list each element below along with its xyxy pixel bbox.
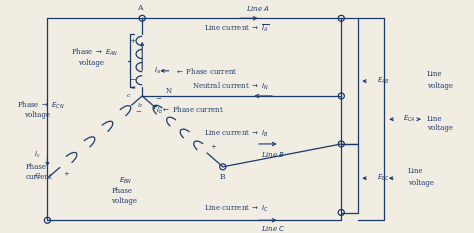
Text: N: N xyxy=(165,87,171,95)
Text: Line: Line xyxy=(427,70,442,78)
Text: $\leftarrow$ Phase current: $\leftarrow$ Phase current xyxy=(175,66,238,76)
Text: voltage: voltage xyxy=(427,82,453,90)
Text: +: + xyxy=(210,143,216,151)
Text: −: − xyxy=(129,76,136,84)
Text: −: − xyxy=(155,95,161,103)
Text: voltage: voltage xyxy=(111,197,137,205)
Text: Line: Line xyxy=(408,167,423,175)
Text: voltage: voltage xyxy=(24,111,50,119)
Text: a: a xyxy=(132,85,136,90)
Text: Line: Line xyxy=(427,115,442,123)
Text: c: c xyxy=(127,93,131,98)
Text: A: A xyxy=(137,4,143,12)
Text: $I_a$: $I_a$ xyxy=(154,66,161,76)
Text: B: B xyxy=(220,173,226,181)
Text: Phase $\rightarrow$ $E_{CN}$: Phase $\rightarrow$ $E_{CN}$ xyxy=(17,99,64,111)
Text: Phase: Phase xyxy=(26,163,47,171)
Text: Phase $\rightarrow$ $E_{AN}$: Phase $\rightarrow$ $E_{AN}$ xyxy=(71,47,118,58)
Text: $I_b$$\leftarrow$ Phase current: $I_b$$\leftarrow$ Phase current xyxy=(156,105,225,116)
Text: $I_c$: $I_c$ xyxy=(34,149,41,160)
Text: Phase: Phase xyxy=(111,187,132,195)
Text: Line current $\rightarrow$ $I_B$: Line current $\rightarrow$ $I_B$ xyxy=(204,129,268,139)
Text: Line current $\rightarrow$ $I_C$: Line current $\rightarrow$ $I_C$ xyxy=(204,204,269,214)
Text: Line current $\rightarrow$ $\overline{I_A}$: Line current $\rightarrow$ $\overline{I_… xyxy=(204,23,269,34)
Text: Line $A$: Line $A$ xyxy=(246,4,271,13)
Text: voltage: voltage xyxy=(427,124,453,132)
Text: Line $C$: Line $C$ xyxy=(261,224,285,233)
Text: voltage: voltage xyxy=(408,179,434,187)
Text: $E_{AB}$: $E_{AB}$ xyxy=(377,76,390,86)
Text: b: b xyxy=(138,103,142,108)
Text: $E_{BN}$: $E_{BN}$ xyxy=(118,175,132,186)
Text: +: + xyxy=(129,37,136,45)
Text: +: + xyxy=(63,170,69,178)
Text: $E_{CA}$: $E_{CA}$ xyxy=(403,114,416,124)
Text: $E_{BC}$: $E_{BC}$ xyxy=(377,173,390,183)
Text: −: − xyxy=(135,108,141,116)
Text: voltage: voltage xyxy=(78,59,104,67)
Text: C: C xyxy=(35,172,41,180)
Text: Neutral current $\rightarrow$ $I_N$: Neutral current $\rightarrow$ $I_N$ xyxy=(192,81,269,93)
Text: current: current xyxy=(26,173,53,181)
Text: Line $B$: Line $B$ xyxy=(261,150,285,158)
